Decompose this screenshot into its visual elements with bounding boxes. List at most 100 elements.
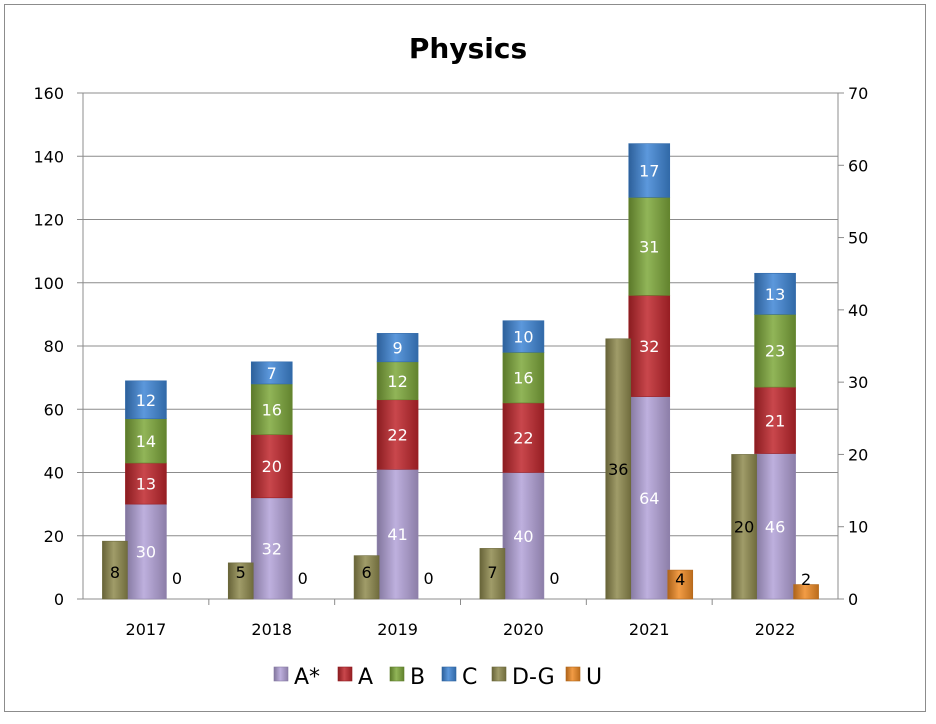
legend-label-d-g: D-G bbox=[512, 665, 555, 690]
right-tick-label: 50 bbox=[848, 229, 868, 248]
data-label-b-2019: 12 bbox=[387, 372, 407, 391]
bar-c-2019 bbox=[376, 333, 419, 363]
bar-d-g-2021 bbox=[605, 338, 632, 600]
left-tick-label: 60 bbox=[44, 400, 64, 419]
bar-u-2021 bbox=[667, 569, 694, 600]
left-tick-label: 100 bbox=[33, 274, 64, 293]
data-label-astar-2018: 32 bbox=[262, 539, 282, 558]
bar-astar-2021 bbox=[628, 396, 671, 600]
bar-c-2021 bbox=[628, 143, 671, 198]
bar-a-2021 bbox=[628, 295, 671, 397]
data-label-astar-2021: 64 bbox=[639, 489, 659, 508]
data-label-a-2020: 22 bbox=[513, 429, 533, 448]
right-tick-label: 70 bbox=[848, 84, 868, 103]
x-tick-label: 2018 bbox=[251, 620, 292, 639]
left-tick-label: 160 bbox=[33, 84, 64, 103]
bar-b-2017 bbox=[125, 418, 167, 464]
data-label-a-2017: 13 bbox=[136, 475, 156, 494]
data-label-astar-2017: 30 bbox=[136, 543, 156, 562]
data-label-c-2020: 10 bbox=[513, 328, 533, 347]
bar-c-2018 bbox=[250, 361, 293, 385]
data-label-u-2021: 4 bbox=[675, 570, 685, 589]
legend-swatch-u bbox=[565, 666, 581, 682]
x-tick-label: 2019 bbox=[377, 620, 418, 639]
data-label-a-2022: 21 bbox=[765, 411, 785, 430]
legend-label-a: A bbox=[358, 665, 373, 690]
data-label-c-2017: 12 bbox=[136, 391, 156, 410]
bar-c-2022 bbox=[754, 272, 796, 315]
bar-a-2017 bbox=[125, 462, 167, 505]
data-label-d-g-2019: 6 bbox=[361, 563, 371, 582]
bar-astar-2020 bbox=[502, 472, 545, 600]
legend-label-b: B bbox=[410, 665, 425, 690]
data-label-b-2017: 14 bbox=[136, 432, 156, 451]
data-label-u-2018: 0 bbox=[298, 569, 308, 588]
data-label-u-2022: 2 bbox=[801, 570, 811, 589]
x-tick-label: 2021 bbox=[629, 620, 670, 639]
legend-swatch-a bbox=[337, 666, 353, 682]
data-label-astar-2020: 40 bbox=[513, 527, 533, 546]
left-tick-label: 20 bbox=[44, 527, 64, 546]
data-label-d-g-2021: 36 bbox=[608, 460, 628, 479]
data-label-c-2022: 13 bbox=[765, 285, 785, 304]
data-label-b-2022: 23 bbox=[765, 342, 785, 361]
data-label-c-2021: 17 bbox=[639, 161, 659, 180]
legend-label-astar: A* bbox=[294, 665, 320, 690]
data-label-c-2018: 7 bbox=[267, 364, 277, 383]
bar-c-2020 bbox=[502, 320, 545, 353]
data-label-b-2021: 31 bbox=[639, 237, 659, 256]
legend-swatch-astar bbox=[273, 666, 289, 682]
right-tick-label: 0 bbox=[848, 590, 858, 609]
bar-u-2022 bbox=[793, 584, 819, 600]
data-label-d-g-2022: 20 bbox=[734, 518, 754, 537]
bar-a-2020 bbox=[502, 402, 545, 473]
left-tick-label: 80 bbox=[44, 337, 64, 356]
legend-label-c: C bbox=[462, 665, 477, 690]
data-label-a-2021: 32 bbox=[639, 337, 659, 356]
data-label-b-2018: 16 bbox=[262, 400, 282, 419]
bar-b-2021 bbox=[628, 197, 671, 296]
data-label-a-2019: 22 bbox=[387, 426, 407, 445]
x-tick-label: 2020 bbox=[503, 620, 544, 639]
data-label-u-2017: 0 bbox=[172, 569, 182, 588]
bar-d-g-2022 bbox=[731, 454, 757, 600]
chart-title: Physics bbox=[409, 32, 527, 65]
bar-b-2022 bbox=[754, 314, 796, 388]
bar-a-2018 bbox=[250, 434, 293, 499]
bar-d-g-2018 bbox=[227, 562, 254, 600]
data-label-d-g-2018: 5 bbox=[236, 563, 246, 582]
bar-astar-2019 bbox=[376, 469, 419, 600]
legend-label-u: U bbox=[586, 665, 602, 690]
data-label-d-g-2020: 7 bbox=[487, 563, 497, 582]
right-tick-label: 30 bbox=[848, 373, 868, 392]
data-label-astar-2022: 46 bbox=[765, 517, 785, 536]
left-tick-label: 140 bbox=[33, 147, 64, 166]
x-tick-label: 2017 bbox=[126, 620, 167, 639]
legend-swatch-b bbox=[389, 666, 405, 682]
data-label-astar-2019: 41 bbox=[387, 525, 407, 544]
data-label-u-2020: 0 bbox=[549, 569, 559, 588]
data-label-a-2018: 20 bbox=[262, 457, 282, 476]
bar-astar-2022 bbox=[754, 453, 796, 600]
bar-b-2018 bbox=[250, 383, 293, 435]
right-tick-label: 60 bbox=[848, 156, 868, 175]
left-tick-label: 120 bbox=[33, 211, 64, 230]
legend-swatch-d-g bbox=[491, 666, 507, 682]
data-label-d-g-2017: 8 bbox=[110, 563, 120, 582]
bar-d-g-2017 bbox=[102, 540, 128, 600]
legend-swatch-c bbox=[441, 666, 457, 682]
bar-d-g-2019 bbox=[353, 555, 380, 600]
data-label-c-2019: 9 bbox=[392, 339, 402, 358]
right-tick-label: 20 bbox=[848, 445, 868, 464]
bar-a-2022 bbox=[754, 386, 796, 454]
x-tick-label: 2022 bbox=[755, 620, 796, 639]
bar-astar-2018 bbox=[250, 497, 293, 600]
right-tick-label: 40 bbox=[848, 301, 868, 320]
bar-c-2017 bbox=[125, 380, 167, 420]
bar-d-g-2020 bbox=[479, 548, 506, 600]
left-tick-label: 0 bbox=[54, 590, 64, 609]
data-label-u-2019: 0 bbox=[423, 569, 433, 588]
data-label-b-2020: 16 bbox=[513, 369, 533, 388]
right-tick-label: 10 bbox=[848, 518, 868, 537]
